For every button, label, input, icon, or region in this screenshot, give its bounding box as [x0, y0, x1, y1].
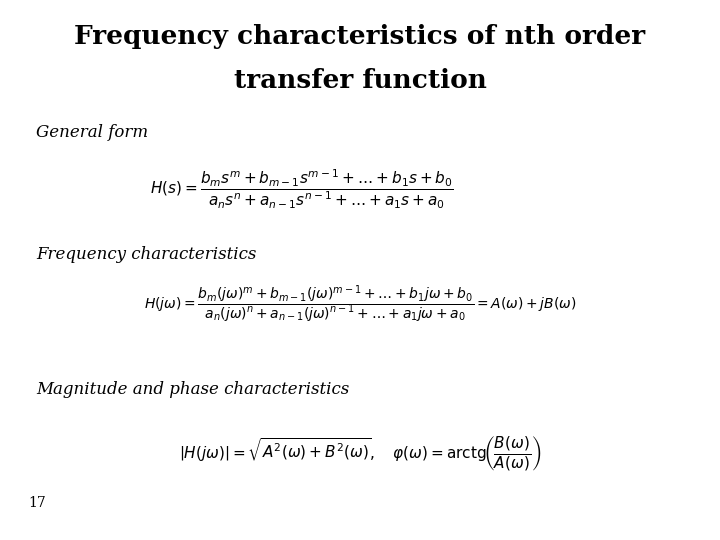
Text: Frequency characteristics of nth order: Frequency characteristics of nth order	[74, 24, 646, 49]
Text: Frequency characteristics: Frequency characteristics	[36, 246, 256, 262]
Text: 17: 17	[29, 496, 47, 510]
Text: $\left|H(j\omega)\right| = \sqrt{A^2(\omega) + B^2(\omega)}, \quad \varphi(\omeg: $\left|H(j\omega)\right| = \sqrt{A^2(\om…	[179, 435, 541, 472]
Text: Magnitude and phase characteristics: Magnitude and phase characteristics	[36, 381, 349, 397]
Text: transfer function: transfer function	[233, 68, 487, 92]
Text: $H(j\omega) = \dfrac{b_m (j\omega)^m + b_{m-1}(j\omega)^{m-1} + \ldots + b_1 j\o: $H(j\omega) = \dfrac{b_m (j\omega)^m + b…	[144, 284, 576, 325]
Text: $H(s) = \dfrac{b_m s^m + b_{m-1} s^{m-1} + \ldots + b_1 s + b_0}{a_n s^n + a_{n-: $H(s) = \dfrac{b_m s^m + b_{m-1} s^{m-1}…	[150, 167, 454, 211]
Text: General form: General form	[36, 124, 148, 141]
